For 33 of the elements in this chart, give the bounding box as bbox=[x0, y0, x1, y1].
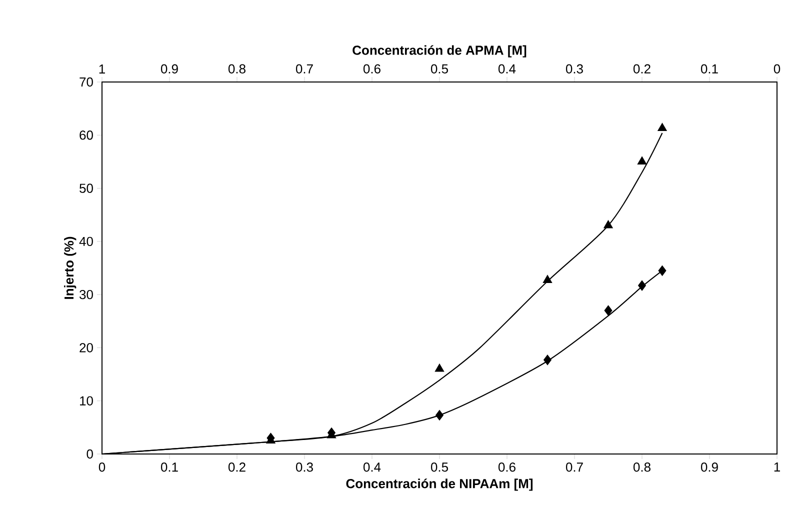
x-tick-label: 0.2 bbox=[228, 462, 246, 472]
x-tick-label: 0.1 bbox=[160, 462, 178, 472]
y-axis-title: Injerto (%) bbox=[64, 236, 76, 299]
y-tick-label: 40 bbox=[79, 236, 93, 246]
y-tick-label: 60 bbox=[80, 130, 93, 140]
x2-tick-label: 1 bbox=[99, 64, 105, 74]
x-tick-label: 0.4 bbox=[363, 462, 381, 472]
x2-tick-label: 0.7 bbox=[296, 64, 313, 74]
x2-tick-label: 0.1 bbox=[700, 64, 718, 74]
x-tick-label: 0.3 bbox=[296, 462, 313, 472]
x2-tick-label: 0.6 bbox=[363, 64, 380, 74]
x2-tick-label: 0.3 bbox=[566, 64, 583, 74]
y-tick-label: 0 bbox=[86, 449, 93, 459]
y-tick-label: 70 bbox=[80, 77, 93, 87]
x-tick-label: 1 bbox=[774, 462, 780, 472]
x-tick-label: 0.7 bbox=[566, 462, 583, 472]
x2-axis-title: Concentración de APMA [M] bbox=[352, 45, 526, 58]
y-tick-label: 50 bbox=[80, 184, 93, 193]
x2-tick-label: 0.4 bbox=[498, 64, 516, 74]
x2-tick-label: 0 bbox=[774, 64, 780, 74]
x2-tick-label: 0.2 bbox=[633, 64, 650, 74]
y-tick-label: 30 bbox=[80, 290, 93, 300]
x2-tick-label: 0.5 bbox=[430, 64, 448, 74]
x-tick-label: 0.8 bbox=[633, 462, 650, 472]
x2-tick-label: 0.8 bbox=[228, 64, 246, 74]
x-tick-label: 0.6 bbox=[498, 462, 516, 472]
y-tick-label: 20 bbox=[80, 343, 93, 352]
x2-tick-label: 0.9 bbox=[160, 64, 178, 74]
x-axis-title: Concentración de NIPAAm [M] bbox=[346, 478, 533, 491]
x-tick-label: 0.5 bbox=[430, 462, 448, 472]
x-tick-label: 0 bbox=[98, 462, 106, 472]
x-tick-label: 0.9 bbox=[700, 462, 718, 472]
y-tick-label: 10 bbox=[80, 396, 93, 406]
